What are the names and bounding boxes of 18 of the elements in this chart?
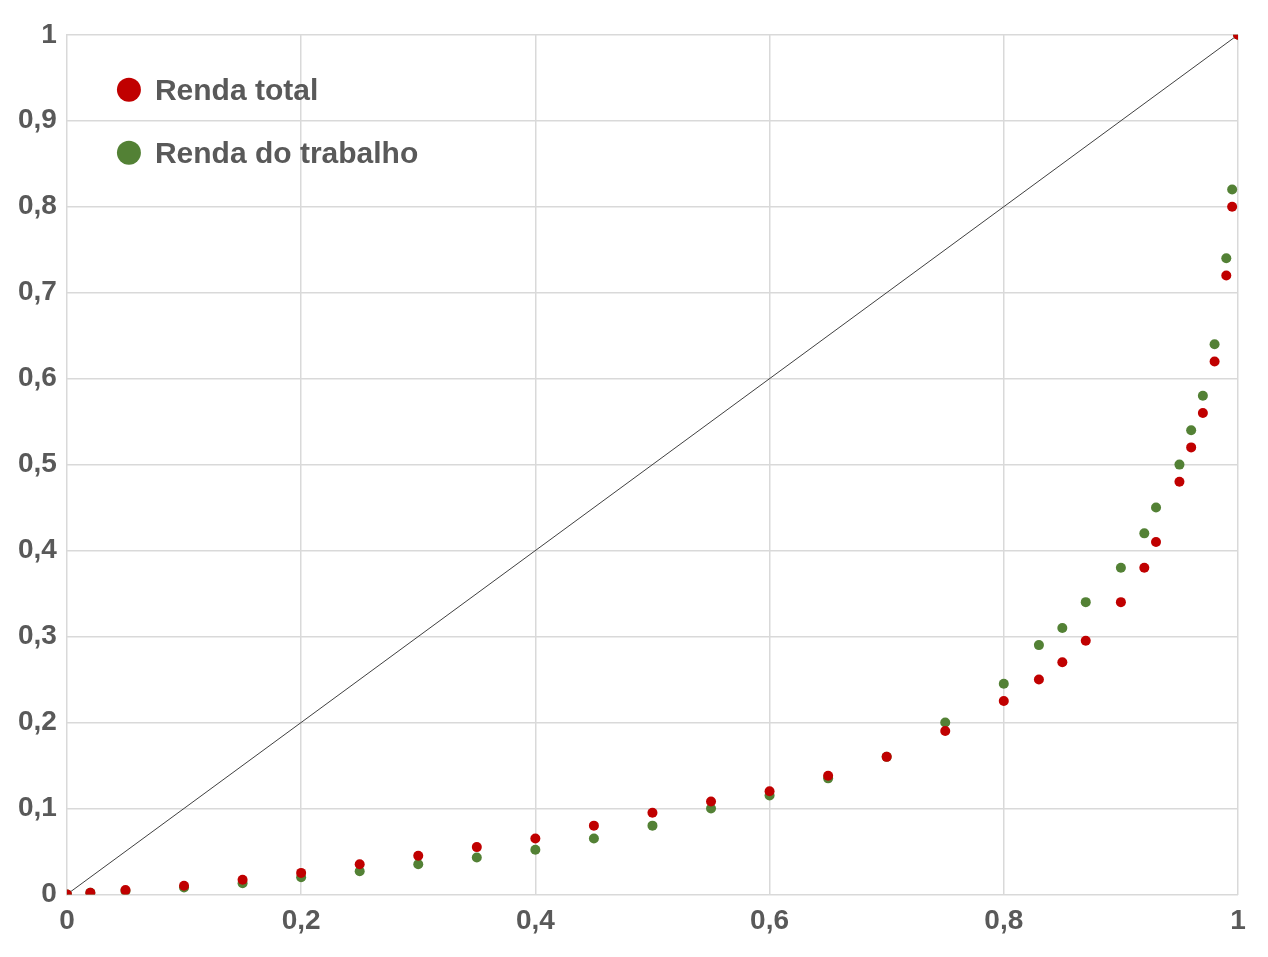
- y-tick-label: 0,8: [17, 189, 57, 221]
- y-tick-label: 0,3: [17, 619, 57, 651]
- x-tick-label: 0,4: [515, 903, 556, 935]
- legend-label: Renda do trabalho: [154, 136, 419, 170]
- y-tick-label: 0,6: [17, 361, 57, 393]
- y-tick-label: 0,9: [17, 103, 57, 135]
- x-tick-label: 0,8: [984, 903, 1024, 935]
- y-tick-label: 0,4: [17, 533, 58, 565]
- y-tick-label: 0,5: [17, 447, 57, 479]
- legend-label: Renda total: [154, 73, 319, 107]
- y-tick-label: 1: [41, 17, 57, 49]
- y-tick-label: 0: [41, 877, 57, 909]
- y-tick-label: 0,7: [17, 275, 57, 307]
- x-tick-label: 1: [1230, 903, 1246, 935]
- x-tick-label: 0,2: [281, 903, 321, 935]
- y-tick-label: 0,1: [17, 791, 57, 823]
- y-tick-label: 0,2: [17, 705, 57, 737]
- x-tick-label: 0,6: [750, 903, 790, 935]
